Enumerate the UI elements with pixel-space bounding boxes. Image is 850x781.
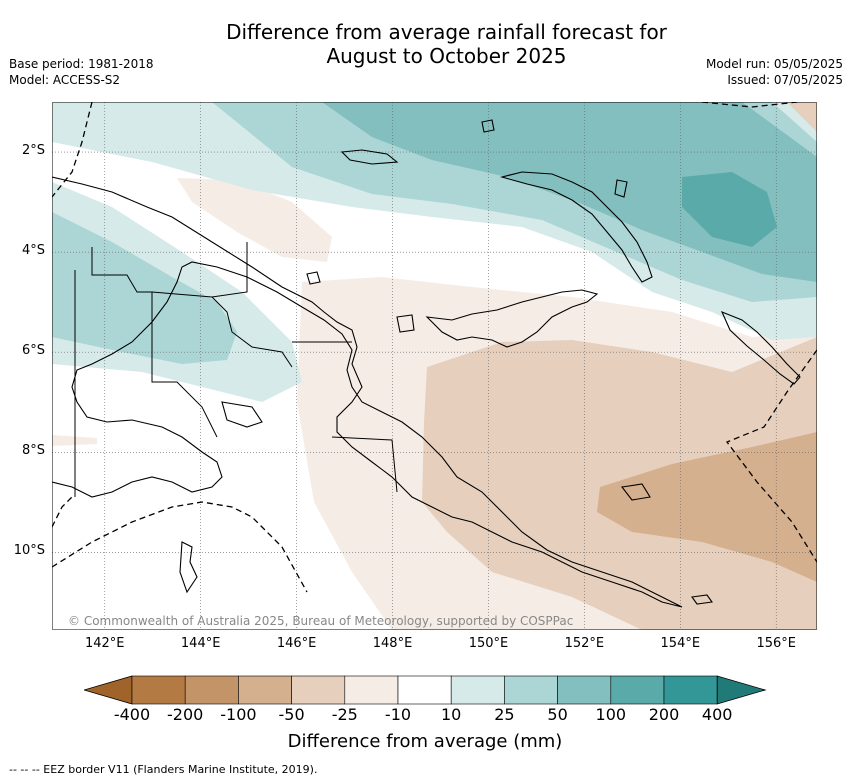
bougainville-coast xyxy=(720,310,801,385)
new-britain-coast xyxy=(425,289,599,348)
colorbar-segment-2 xyxy=(238,675,292,705)
colorbar-label: -50 xyxy=(278,705,305,724)
x-tick-label: 156°E xyxy=(756,636,796,651)
map-title: Difference from average rainfall forecas… xyxy=(0,20,850,68)
x-tick-label: 150°E xyxy=(468,636,509,651)
anomaly-100-200-wet xyxy=(682,172,777,247)
colorbar-segment-7 xyxy=(504,675,558,705)
title-line-1: Difference from average rainfall forecas… xyxy=(226,20,667,44)
y-tick-label: 6°S xyxy=(21,343,45,359)
colorbar-label: 400 xyxy=(701,705,733,724)
eez-border-southwest xyxy=(52,496,73,528)
x-tick-label: 152°E xyxy=(564,636,605,651)
south-papua-islands xyxy=(221,401,263,428)
anomaly-50-100-wet-north xyxy=(322,102,817,282)
x-tick-label: 154°E xyxy=(660,636,701,651)
x-tick-label: 144°E xyxy=(180,636,221,651)
island-small-4 xyxy=(396,314,415,333)
new-guinea-coast xyxy=(52,176,683,608)
model-name: Model: ACCESS-S2 xyxy=(9,73,121,87)
border-lines xyxy=(74,242,398,497)
anomaly-10-25-dry-north xyxy=(177,178,332,262)
x-tick-label: 146°E xyxy=(276,636,317,651)
colorbar-segment-1 xyxy=(184,675,239,705)
island-small-1 xyxy=(481,119,495,133)
coastlines xyxy=(52,119,801,608)
colorbar-label: -200 xyxy=(167,705,204,724)
island-small-3 xyxy=(306,271,321,285)
eez-border-east xyxy=(725,349,817,563)
meta-left: Base period: 1981-2018 Model: ACCESS-S2 xyxy=(9,56,154,88)
colorbar-label: -100 xyxy=(220,705,257,724)
anomaly-25-50-wet-west xyxy=(52,212,237,364)
province-border-5 xyxy=(331,436,398,493)
island-small-5 xyxy=(620,483,651,501)
map-frame xyxy=(52,102,817,630)
colorbar-label: 10 xyxy=(441,705,462,724)
base-period: Base period: 1981-2018 xyxy=(9,57,154,71)
map-canvas xyxy=(52,102,817,630)
new-ireland-coast xyxy=(499,171,653,283)
eez-note: -- -- -- EEZ border V11 (Flanders Marine… xyxy=(9,763,318,776)
copyright-notice: © Commonwealth of Australia 2025, Bureau… xyxy=(68,614,574,628)
colorbar xyxy=(84,675,767,705)
eez-border-northwest xyxy=(52,102,93,198)
colorbar-segment-9 xyxy=(610,675,665,705)
colorbar-extend-high xyxy=(716,675,767,705)
colorbar-label: 50 xyxy=(547,705,568,724)
colorbar-label: 100 xyxy=(595,705,627,724)
manus-coast xyxy=(340,149,399,165)
y-tick-label: 8°S xyxy=(21,443,45,459)
colorbar-label: -400 xyxy=(113,705,151,724)
colorbar-title: Difference from average (mm) xyxy=(287,731,563,752)
colorbar-segment-3 xyxy=(291,675,346,705)
y-tick-label: 2°S xyxy=(21,143,45,159)
colorbar-label: -25 xyxy=(331,705,358,724)
issued-date: Issued: 07/05/2025 xyxy=(727,73,843,87)
eez-border-north xyxy=(701,102,798,108)
title-line-2: August to October 2025 xyxy=(326,44,567,68)
torres-islands xyxy=(179,541,198,594)
colorbar-segment-0 xyxy=(131,675,186,705)
anomaly-50-100-dry xyxy=(597,432,817,582)
province-border-3 xyxy=(211,296,293,368)
colorbar-segment-8 xyxy=(557,675,612,705)
y-tick-label: 10°S xyxy=(13,543,45,559)
eez-borders xyxy=(52,102,817,593)
colorbar-label: -10 xyxy=(384,705,412,724)
colorbar-segment-4 xyxy=(344,675,399,705)
province-border-2 xyxy=(151,242,248,298)
colorbar-label: 25 xyxy=(494,705,515,724)
meta-right: Model run: 05/05/2025 Issued: 07/05/2025 xyxy=(706,56,843,88)
island-small-6 xyxy=(691,594,713,605)
colorbar-extend-low xyxy=(84,675,133,705)
island-small-2 xyxy=(614,179,628,198)
colorbar-segment-10 xyxy=(663,675,718,705)
colorbar-label: 200 xyxy=(648,705,680,724)
eez-border-south xyxy=(52,501,308,593)
gridlines xyxy=(52,102,817,630)
colorbar-segment-6 xyxy=(450,675,505,705)
x-tick-label: 148°E xyxy=(372,636,413,651)
model-run: Model run: 05/05/2025 xyxy=(705,57,843,71)
y-tick-label: 4°S xyxy=(21,243,45,259)
rainfall-map xyxy=(52,102,817,630)
colorbar-segment-5 xyxy=(397,675,452,705)
x-tick-label: 142°E xyxy=(84,636,125,651)
